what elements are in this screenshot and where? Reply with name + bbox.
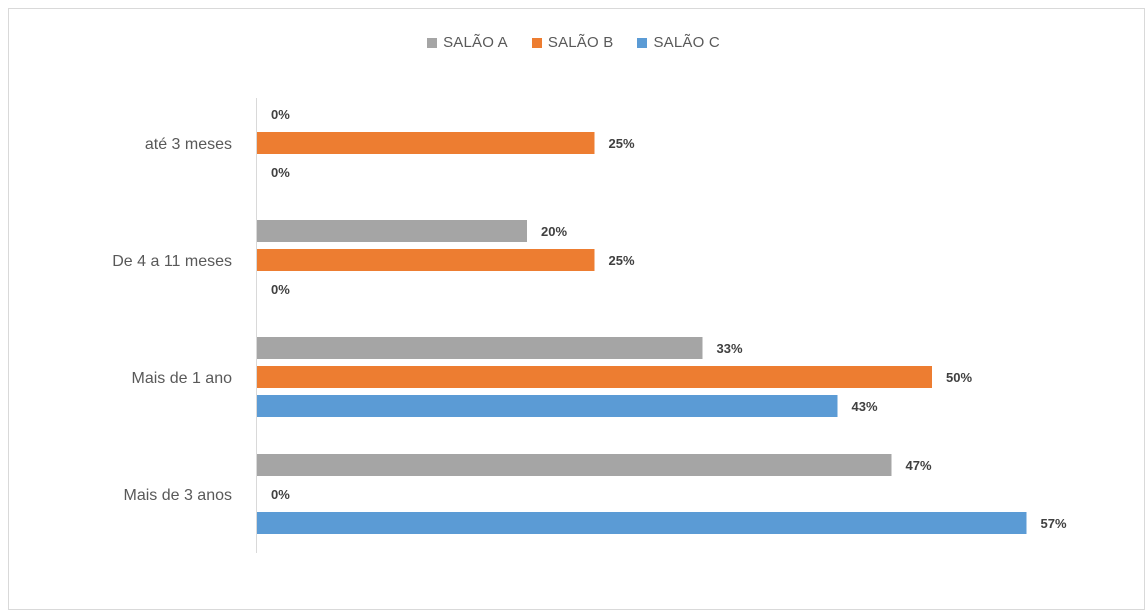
- data-label: 25%: [609, 253, 635, 268]
- legend-swatch-salao-a: [427, 37, 438, 48]
- legend-item-salao-a: SALÃO A: [427, 34, 508, 51]
- legend-label-salao-b: SALÃO B: [547, 34, 614, 51]
- legend-item-salao-c: SALÃO C: [637, 34, 720, 51]
- data-label: 0%: [271, 165, 290, 180]
- bar: [257, 395, 838, 417]
- data-label: 47%: [906, 458, 932, 473]
- bar: [257, 132, 595, 154]
- category-label: até 3 meses: [145, 136, 232, 153]
- legend-item-salao-b: SALÃO B: [531, 34, 614, 51]
- data-label: 20%: [541, 224, 567, 239]
- data-label: 0%: [271, 282, 290, 297]
- category-label: Mais de 3 anos: [123, 487, 232, 504]
- data-label: 25%: [609, 136, 635, 151]
- category-label: De 4 a 11 meses: [112, 253, 232, 270]
- data-label: 33%: [717, 341, 743, 356]
- bar: [257, 220, 527, 242]
- data-label: 57%: [1041, 516, 1067, 531]
- chart-legend: SALÃO A SALÃO B SALÃO C: [0, 34, 1147, 51]
- bar: [257, 512, 1027, 534]
- legend-label-salao-c: SALÃO C: [653, 34, 720, 51]
- bar: [257, 366, 932, 388]
- bar: [257, 337, 703, 359]
- bar: [257, 249, 595, 271]
- chart-frame: [8, 8, 1145, 610]
- legend-swatch-salao-b: [531, 37, 542, 48]
- legend-label-salao-a: SALÃO A: [443, 34, 508, 51]
- category-label: Mais de 1 ano: [131, 370, 232, 387]
- bar: [257, 454, 892, 476]
- legend-swatch-salao-c: [637, 37, 648, 48]
- data-label: 50%: [946, 370, 972, 385]
- data-label: 0%: [271, 107, 290, 122]
- data-label: 43%: [852, 399, 878, 414]
- data-label: 0%: [271, 487, 290, 502]
